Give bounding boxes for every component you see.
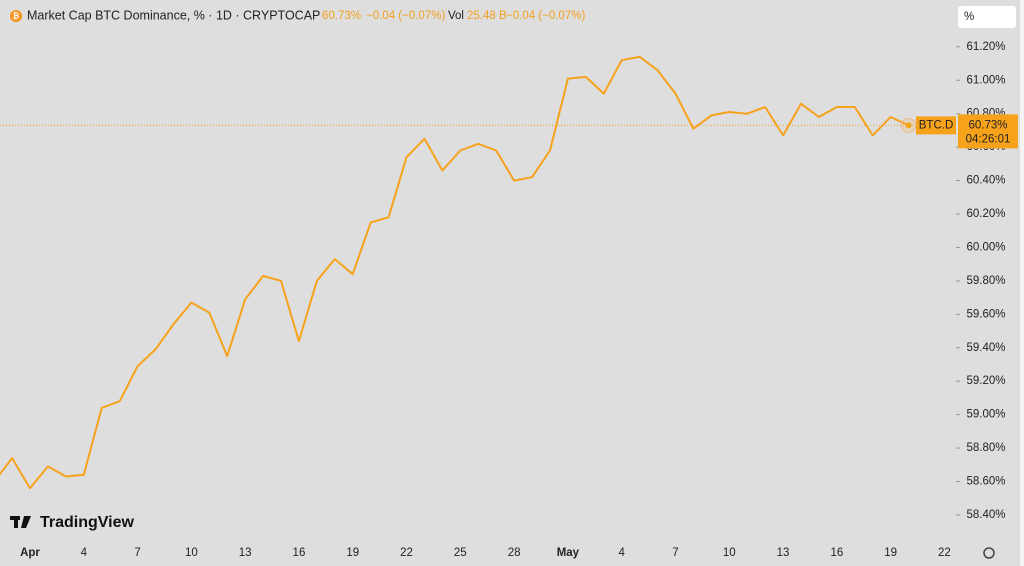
plot [0, 55, 956, 490]
y-tick-label: 59.20% [966, 375, 1005, 387]
price-tag [958, 114, 1018, 149]
coin-icon [10, 10, 22, 22]
x-tick-label: 10 [185, 547, 198, 559]
price-tag-label: 60.73% [968, 119, 1007, 131]
scale-button-label[interactable]: % [964, 11, 974, 23]
x-tick-label: 7 [134, 547, 140, 559]
last-value: 60.73% [322, 10, 361, 22]
x-tick-label: 13 [777, 547, 790, 559]
x-tick-label: 13 [239, 547, 252, 559]
y-tick-label: 59.00% [966, 409, 1005, 421]
x-tick-label: Apr [20, 547, 40, 559]
x-tick-label: 10 [723, 547, 736, 559]
logo-mark [14, 516, 18, 528]
x-tick-label: 25 [454, 547, 467, 559]
symbol-tag [916, 116, 956, 135]
y-tick-label: 59.40% [966, 342, 1005, 354]
y-tick-label: 61.00% [966, 74, 1005, 86]
y-tick-label: 61.20% [966, 41, 1005, 53]
vol: 25.48 B [467, 10, 507, 22]
y-tick-label: 60.00% [966, 241, 1005, 253]
y-tick-label: 59.80% [966, 275, 1005, 287]
countdown-label: 04:26:01 [966, 133, 1011, 145]
edge [1020, 0, 1024, 566]
chart-title: Market Cap BTC Dominance, % · 1D · CRYPT… [27, 8, 320, 22]
change: −0.04 (−0.07%) [366, 10, 445, 22]
vol-label: Vol [448, 10, 464, 22]
vol-change: −0.04 (−0.07%) [506, 10, 585, 22]
x-tick-label: 28 [508, 547, 521, 559]
line [0, 55, 910, 490]
y-tick-label: 58.40% [966, 509, 1005, 521]
x-tick-label: 4 [618, 547, 625, 559]
x-tick-label: 19 [346, 547, 359, 559]
y-tick-label: 58.60% [966, 476, 1005, 488]
x-tick-label: 16 [830, 547, 843, 559]
symbol-tag-label: BTC.D [919, 119, 954, 131]
x-tick-label: 22 [400, 547, 413, 559]
last-point [905, 122, 912, 129]
x-tick-label: 19 [884, 547, 897, 559]
y-tick-label: 59.60% [966, 308, 1005, 320]
x-tick-label: 16 [293, 547, 306, 559]
coin-symbol: ₿ [13, 12, 20, 21]
x-tick-label: 22 [938, 547, 951, 559]
x-tick-label: 4 [81, 547, 88, 559]
logo-text: TradingView [40, 514, 135, 531]
logo-mark [21, 516, 31, 528]
scale-button[interactable] [958, 6, 1016, 28]
y-tick-label: 58.80% [966, 442, 1005, 454]
logo: TradingView [10, 514, 135, 531]
y-tick-label: 60.20% [966, 208, 1005, 220]
settings-icon[interactable] [983, 547, 995, 559]
x-tick-label: May [557, 547, 580, 559]
y-tick-label: 60.40% [966, 175, 1005, 187]
x-tick-label: 7 [672, 547, 678, 559]
